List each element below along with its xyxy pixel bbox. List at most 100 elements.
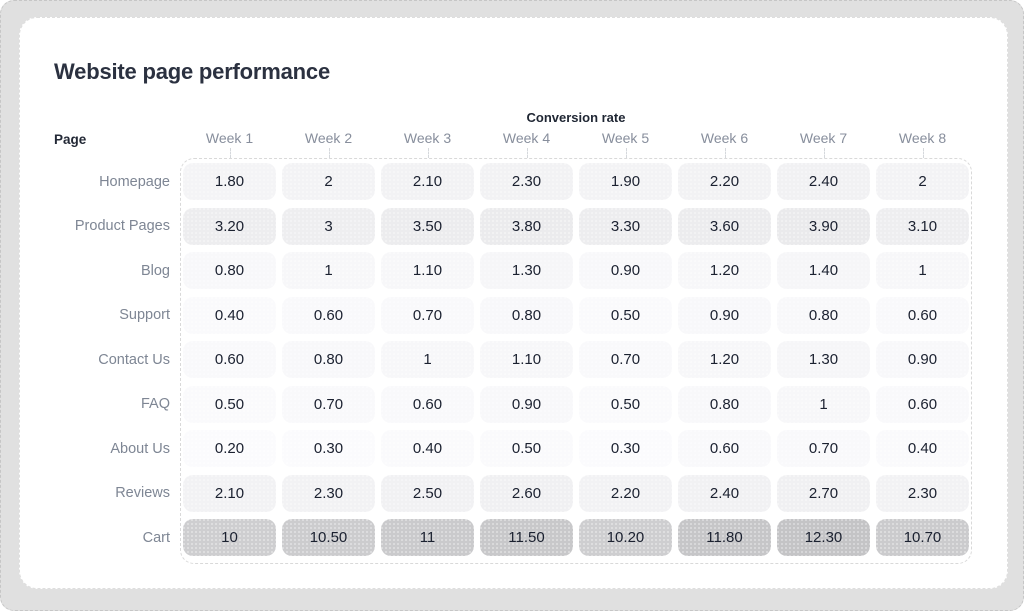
heatmap-cell: 1.20 xyxy=(678,341,771,378)
heatmap-cell: 1.30 xyxy=(777,341,870,378)
heatmap-cell: 2.60 xyxy=(480,474,573,512)
heatmap-cell: 2.30 xyxy=(876,474,969,512)
column-header: Week 3 xyxy=(381,130,474,158)
heatmap-cell: 0.90 xyxy=(480,385,573,423)
heatmap-cell: 1.30 xyxy=(480,252,573,289)
heatmap-cell: 1.10 xyxy=(480,341,573,378)
conversion-rate-header: Conversion rate xyxy=(526,110,626,125)
column-tick-line xyxy=(427,148,429,158)
column-tick-line xyxy=(229,148,231,158)
page-row-labels: Homepage Product Pages Blog Support Cont… xyxy=(20,163,170,556)
heatmap-cell: 0.50 xyxy=(579,296,672,334)
heatmap-cell: 0.70 xyxy=(381,296,474,334)
heatmap-cell: 10.20 xyxy=(579,519,672,556)
heatmap-cell: 3.50 xyxy=(381,207,474,245)
column-header-label: Week 2 xyxy=(304,130,353,146)
heatmap-cell: 10.70 xyxy=(876,519,969,556)
heatmap-cell: 11 xyxy=(381,519,474,556)
heatmap-cell: 2 xyxy=(282,163,375,200)
row-label: Cart xyxy=(142,529,170,546)
column-header: Week 5 xyxy=(579,130,672,158)
heatmap-cell: 0.30 xyxy=(579,430,672,467)
heatmap-cell: 10 xyxy=(183,519,276,556)
page-column-header: Page xyxy=(54,132,87,147)
heatmap-cell: 2.20 xyxy=(678,163,771,200)
heatmap-cell: 0.40 xyxy=(381,430,474,467)
row-label: Blog xyxy=(140,262,170,279)
heatmap-cell: 3 xyxy=(282,207,375,245)
row-label: Product Pages xyxy=(74,218,170,234)
column-header: Week 1 xyxy=(183,130,276,158)
heatmap-cell: 2.50 xyxy=(381,474,474,512)
column-header-label: Week 5 xyxy=(601,130,650,146)
heatmap-cell: 3.60 xyxy=(678,207,771,245)
column-header-label: Week 4 xyxy=(502,130,551,146)
heatmap-cell: 1 xyxy=(282,252,375,289)
column-tick-line xyxy=(823,148,825,158)
heatmap-cell: 3.10 xyxy=(876,207,969,245)
heatmap-cell: 11.50 xyxy=(480,519,573,556)
heatmap-grid: 1.80 2 2.10 2.30 1.90 2.20 2.40 2 3.20 3… xyxy=(183,163,969,556)
heatmap-cell: 0.80 xyxy=(480,296,573,334)
heatmap-cell: 0.40 xyxy=(183,296,276,334)
heatmap-cell: 0.50 xyxy=(183,385,276,423)
heatmap-cell: 2.10 xyxy=(183,474,276,512)
heatmap-cell: 0.60 xyxy=(381,385,474,423)
row-label: FAQ xyxy=(140,396,170,412)
heatmap-cell: 2.10 xyxy=(381,163,474,200)
row-label: Homepage xyxy=(99,173,170,190)
heatmap-cell: 0.70 xyxy=(282,385,375,423)
column-tick-line xyxy=(922,148,924,158)
heatmap-cell: 10.50 xyxy=(282,519,375,556)
column-header: Week 7 xyxy=(777,130,870,158)
heatmap-cell: 0.80 xyxy=(777,296,870,334)
heatmap-cell: 1.80 xyxy=(183,163,276,200)
heatmap-cell: 0.70 xyxy=(579,341,672,378)
heatmap-cell: 0.60 xyxy=(876,296,969,334)
heatmap-cell: 0.50 xyxy=(480,430,573,467)
heatmap-cell: 11.80 xyxy=(678,519,771,556)
column-header-label: Week 8 xyxy=(898,130,947,146)
heatmap-cell: 2.40 xyxy=(678,474,771,512)
heatmap-cell: 3.20 xyxy=(183,207,276,245)
performance-card: Website page performance Conversion rate… xyxy=(19,17,1008,589)
column-header: Week 2 xyxy=(282,130,375,158)
column-header: Week 8 xyxy=(876,130,969,158)
week-column-headers: Week 1 Week 2 Week 3 Week 4 Week 5 Week … xyxy=(183,130,969,158)
heatmap-cell: 1.10 xyxy=(381,252,474,289)
column-tick-line xyxy=(328,148,330,158)
column-header-label: Week 6 xyxy=(700,130,749,146)
column-header-label: Week 7 xyxy=(799,130,848,146)
heatmap-cell: 2.40 xyxy=(777,163,870,200)
heatmap-cell: 0.60 xyxy=(876,385,969,423)
heatmap-cell: 0.90 xyxy=(678,296,771,334)
heatmap-cell: 1.40 xyxy=(777,252,870,289)
heatmap-cell: 12.30 xyxy=(777,519,870,556)
heatmap-cell: 0.90 xyxy=(579,252,672,289)
heatmap-cell: 0.70 xyxy=(777,430,870,467)
column-header: Week 6 xyxy=(678,130,771,158)
heatmap-cell: 3.30 xyxy=(579,207,672,245)
column-header: Week 4 xyxy=(480,130,573,158)
row-label: Support xyxy=(119,307,170,323)
heatmap-cell: 0.30 xyxy=(282,430,375,467)
heatmap-cell: 0.90 xyxy=(876,341,969,378)
column-header-label: Week 3 xyxy=(403,130,452,146)
heatmap-cell: 2.30 xyxy=(480,163,573,200)
card-title: Website page performance xyxy=(54,59,330,84)
heatmap-cell: 0.80 xyxy=(282,341,375,378)
row-label: About Us xyxy=(110,440,170,457)
heatmap-cell: 1 xyxy=(381,341,474,378)
heatmap-cell: 0.60 xyxy=(183,341,276,378)
column-tick-line xyxy=(526,148,528,158)
heatmap-cell: 0.60 xyxy=(282,296,375,334)
heatmap-cell: 0.60 xyxy=(678,430,771,467)
heatmap-cell: 0.20 xyxy=(183,430,276,467)
heatmap-cell: 3.80 xyxy=(480,207,573,245)
heatmap-cell: 3.90 xyxy=(777,207,870,245)
heatmap-cell: 1.20 xyxy=(678,252,771,289)
row-label: Contact Us xyxy=(98,351,170,368)
column-tick-line xyxy=(625,148,627,158)
column-header-label: Week 1 xyxy=(205,130,254,146)
